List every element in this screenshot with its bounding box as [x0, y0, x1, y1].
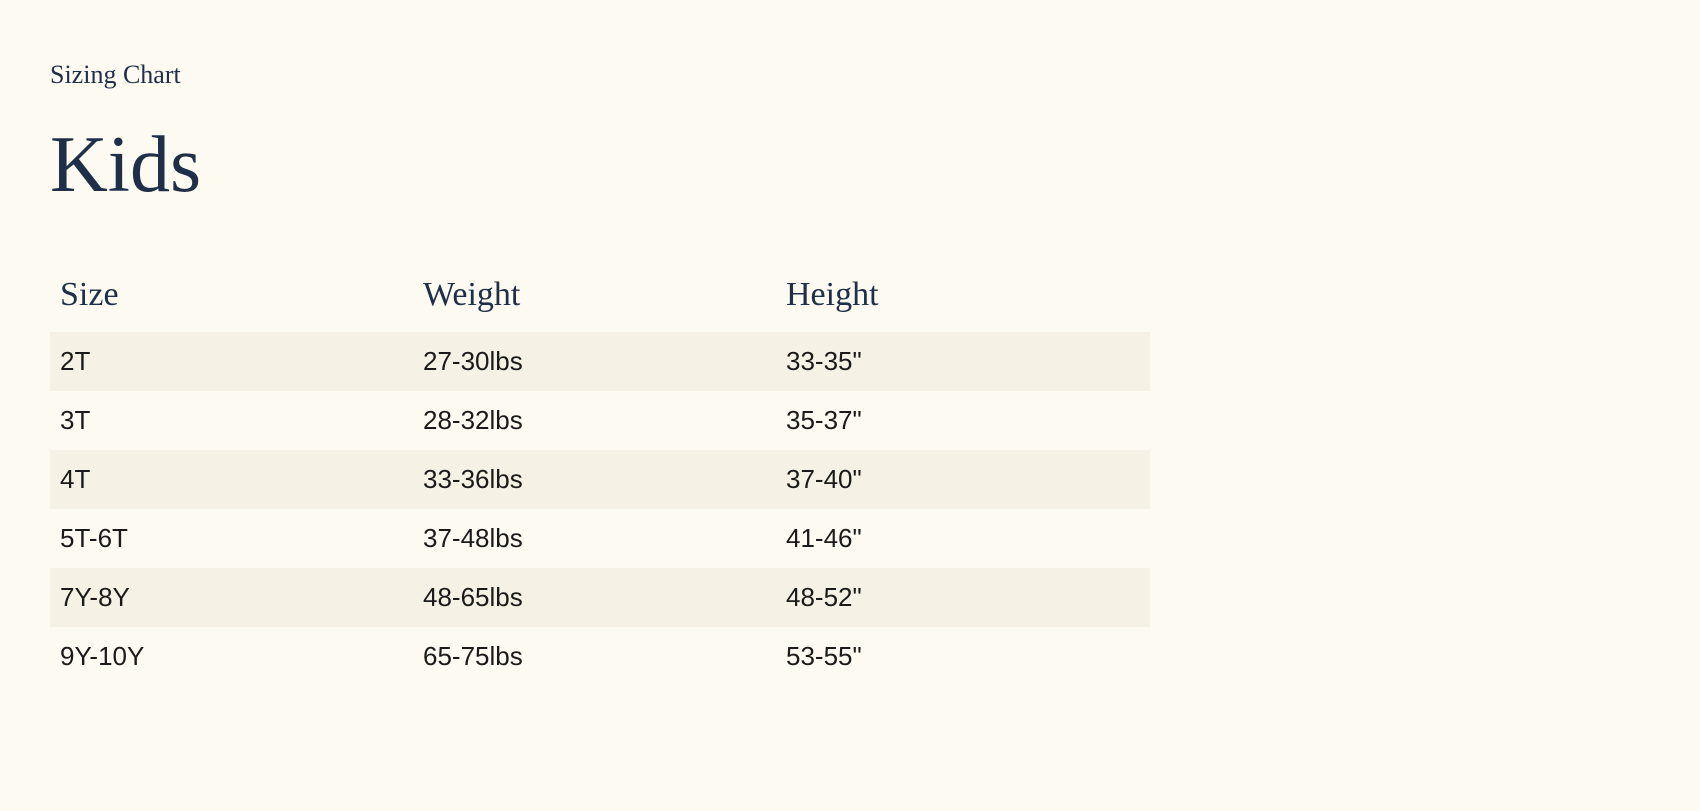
sizing-table: Size Weight Height 2T 27-30lbs 33-35" 3T… [50, 266, 1150, 686]
cell-weight: 37-48lbs [413, 509, 776, 568]
cell-weight: 48-65lbs [413, 568, 776, 627]
table-row: 9Y-10Y 65-75lbs 53-55" [50, 627, 1150, 686]
cell-size: 9Y-10Y [50, 627, 413, 686]
cell-weight: 65-75lbs [413, 627, 776, 686]
table-row: 4T 33-36lbs 37-40" [50, 450, 1150, 509]
cell-size: 7Y-8Y [50, 568, 413, 627]
cell-weight: 27-30lbs [413, 332, 776, 391]
column-header-weight: Weight [413, 266, 776, 332]
page-title: Kids [50, 120, 1650, 211]
cell-height: 33-35" [776, 332, 1150, 391]
column-header-size: Size [50, 266, 413, 332]
sizing-table-container: Size Weight Height 2T 27-30lbs 33-35" 3T… [50, 266, 1150, 686]
column-header-height: Height [776, 266, 1150, 332]
table-row: 5T-6T 37-48lbs 41-46" [50, 509, 1150, 568]
cell-height: 37-40" [776, 450, 1150, 509]
table-header-row: Size Weight Height [50, 266, 1150, 332]
page-subtitle: Sizing Chart [50, 60, 1650, 90]
cell-weight: 28-32lbs [413, 391, 776, 450]
cell-weight: 33-36lbs [413, 450, 776, 509]
cell-size: 4T [50, 450, 413, 509]
table-row: 2T 27-30lbs 33-35" [50, 332, 1150, 391]
table-row: 3T 28-32lbs 35-37" [50, 391, 1150, 450]
cell-height: 53-55" [776, 627, 1150, 686]
cell-height: 41-46" [776, 509, 1150, 568]
cell-height: 48-52" [776, 568, 1150, 627]
cell-size: 2T [50, 332, 413, 391]
cell-size: 5T-6T [50, 509, 413, 568]
cell-height: 35-37" [776, 391, 1150, 450]
cell-size: 3T [50, 391, 413, 450]
table-row: 7Y-8Y 48-65lbs 48-52" [50, 568, 1150, 627]
